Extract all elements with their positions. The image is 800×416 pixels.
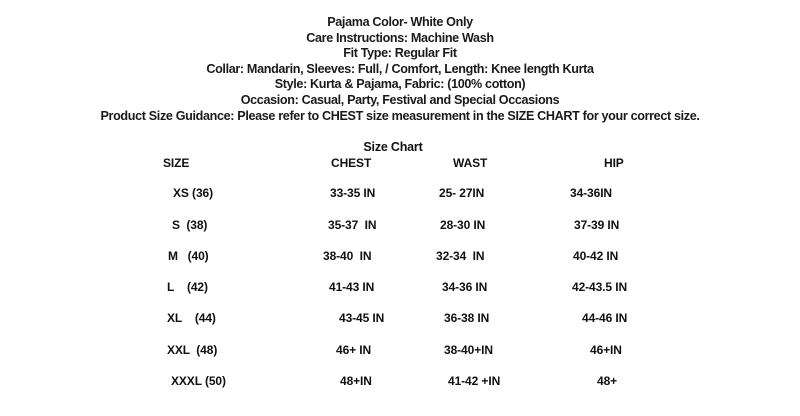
- cell-chest: 43-45 IN: [339, 311, 385, 325]
- cell-hip: 46+IN: [590, 343, 622, 357]
- cell-chest: 46+ IN: [336, 343, 372, 357]
- cell-hip: 34-36IN: [570, 186, 612, 200]
- cell-wast: 32-34 IN: [436, 249, 485, 263]
- info-line-pajama-color: Pajama Color- White Only: [327, 15, 473, 29]
- header-chest: CHEST: [331, 156, 372, 170]
- header-wast: WAST: [453, 156, 488, 170]
- cell-hip: 44-46 IN: [582, 311, 628, 325]
- cell-chest: 38-40 IN: [323, 249, 372, 263]
- info-line-fit: Fit Type: Regular Fit: [343, 46, 457, 61]
- size-chart-title: Size Chart: [363, 140, 423, 154]
- cell-hip: 42-43.5 IN: [572, 280, 628, 294]
- cell-size: XXXL (50): [171, 374, 226, 388]
- cell-wast: 38-40+IN: [444, 343, 493, 357]
- header-size: SIZE: [163, 156, 190, 170]
- cell-wast: 36-38 IN: [444, 311, 490, 325]
- info-line-size-guidance: Product Size Guidance: Please refer to C…: [100, 108, 700, 123]
- cell-size: XS (36): [173, 186, 213, 200]
- info-line-care: Care Instructions: Machine Wash: [306, 30, 494, 45]
- info-line-style: Style: Kurta & Pajama, Fabric: (100% cot…: [274, 77, 526, 92]
- cell-size: XL (44): [167, 311, 216, 325]
- cell-chest: 35-37 IN: [328, 218, 377, 232]
- cell-chest: 48+IN: [340, 374, 372, 388]
- cell-wast: 34-36 IN: [442, 280, 488, 294]
- cell-chest: 41-43 IN: [329, 280, 375, 294]
- info-line-collar: Collar: Mandarin, Sleeves: Full, / Comfo…: [206, 61, 594, 76]
- cell-hip: 40-42 IN: [573, 249, 619, 263]
- cell-wast: 28-30 IN: [440, 218, 486, 232]
- product-info: Pajama Color- White Only Care Instructio…: [0, 15, 800, 124]
- cell-hip: 48+: [597, 374, 618, 388]
- cell-wast: 41-42 +IN: [448, 374, 501, 388]
- cell-chest: 33-35 IN: [330, 186, 376, 200]
- cell-hip: 37-39 IN: [574, 218, 620, 232]
- cell-size: S (38): [172, 218, 208, 232]
- cell-size: L (42): [167, 280, 208, 294]
- info-line-occasion: Occasion: Casual, Party, Festival and Sp…: [240, 92, 560, 107]
- cell-size: XXL (48): [167, 343, 218, 357]
- cell-size: M (40): [168, 249, 209, 263]
- cell-wast: 25- 27IN: [439, 186, 485, 200]
- header-hip: HIP: [604, 156, 624, 170]
